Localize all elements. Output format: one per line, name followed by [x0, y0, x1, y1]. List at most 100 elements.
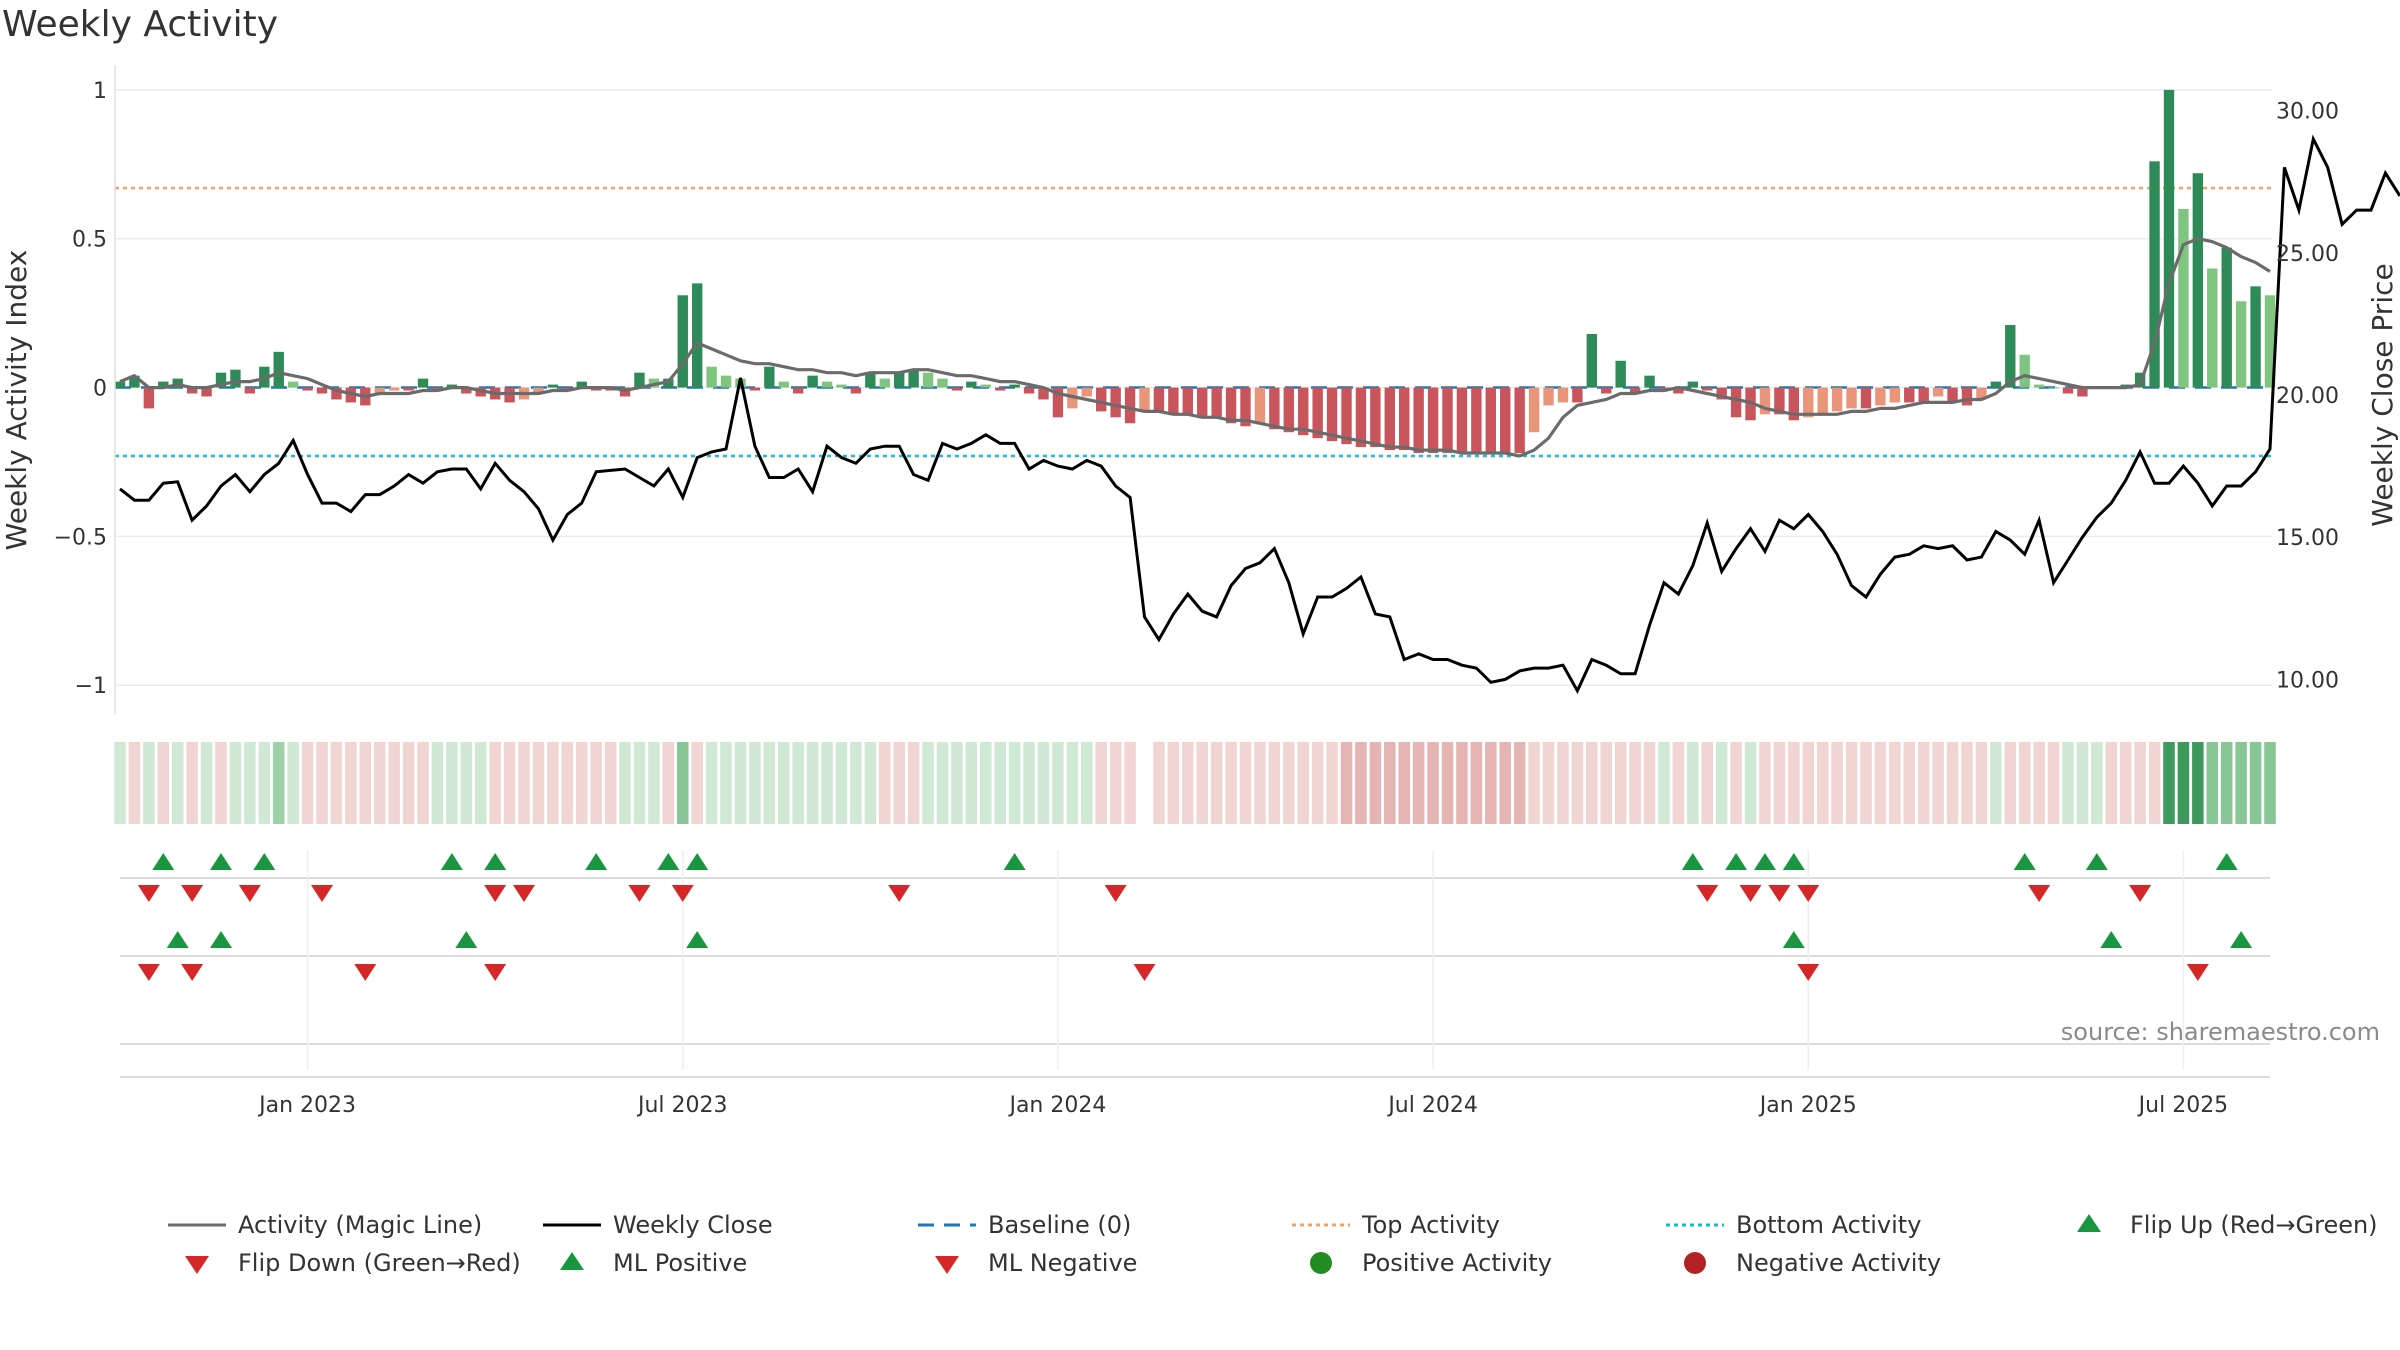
activity-strip-cell — [1268, 742, 1281, 824]
activity-bar — [1730, 387, 1742, 418]
activity-strip-cell — [301, 742, 314, 824]
activity-strip-cell — [1326, 742, 1338, 824]
activity-bar — [1990, 381, 2002, 388]
x-tick-label: Jan 2023 — [257, 1093, 356, 1118]
activity-strip-cell — [561, 742, 574, 824]
activity-bar — [836, 384, 847, 388]
activity-bar — [388, 387, 400, 391]
flip-down-marker — [513, 885, 536, 902]
activity-strip-cell — [200, 742, 213, 824]
activity-strip-cell — [907, 742, 920, 824]
activity-strip-cell — [2004, 742, 2017, 824]
activity-strip-cell — [1109, 742, 1122, 824]
activity-bar — [1528, 387, 1540, 433]
activity-bar — [937, 378, 948, 388]
legend-label: ML Negative — [988, 1249, 1137, 1277]
activity-strip-cell — [2033, 742, 2045, 824]
activity-strip-cell — [402, 742, 415, 824]
activity-bar — [2077, 387, 2088, 397]
activity-strip-cell — [143, 742, 155, 824]
legend-label: Negative Activity — [1736, 1249, 1941, 1277]
activity-bar — [634, 372, 645, 388]
activity-strip-cell — [1990, 742, 2002, 824]
activity-strip-cell — [2163, 742, 2175, 824]
legend-label: Positive Activity — [1362, 1249, 1552, 1277]
activity-strip-cell — [2177, 742, 2190, 824]
ml-negative-marker — [484, 964, 507, 981]
activity-bar — [807, 375, 818, 388]
legend-item: Flip Down (Green→Red) — [185, 1249, 521, 1277]
activity-bar — [230, 369, 241, 388]
activity-bar — [2250, 286, 2261, 388]
axes: 1 0.5 0 −0.5 −1 30.00 25.00 20.00 15.00 10.00 — [54, 65, 2339, 715]
activity-bar — [1124, 387, 1136, 424]
activity-bar — [1197, 387, 1208, 418]
activity-strip-cell — [1715, 742, 1728, 824]
activity-bar — [1514, 387, 1525, 454]
flip-down-marker — [1104, 885, 1127, 902]
activity-bar — [850, 387, 862, 394]
activity-strip-cell — [763, 742, 776, 824]
x-axis: Jan 2023 Jul 2023 Jan 2024 Jul 2024 Jan 2025… — [257, 1093, 2228, 1118]
flip-down-marker — [1739, 885, 1762, 902]
activity-bar — [1947, 387, 1958, 403]
activity-strip-cell — [1860, 742, 1872, 824]
flip-down-marker — [628, 885, 651, 902]
activity-bar — [1413, 387, 1424, 454]
activity-bar — [1225, 387, 1237, 424]
activity-bar — [1326, 387, 1338, 442]
activity-bar — [1168, 387, 1179, 415]
activity-strip-cell — [1730, 742, 1742, 824]
flip-up-marker — [686, 853, 709, 870]
activity-strip-cell — [547, 742, 559, 824]
activity-strip-cell — [1759, 742, 1771, 824]
activity-strip-cell — [590, 742, 602, 824]
activity-strip-cell — [1831, 742, 1843, 824]
activity-bar — [720, 375, 732, 388]
legend-swatch — [935, 1256, 959, 1274]
legend-label: ML Positive — [613, 1249, 747, 1277]
activity-bar — [778, 381, 789, 388]
activity-strip-cell — [2192, 742, 2204, 824]
activity-strip-cell — [1874, 742, 1887, 824]
y-left-tick-label: 0.5 — [72, 228, 107, 253]
activity-strip-cell — [272, 742, 285, 824]
activity-strip-cell — [1845, 742, 1858, 824]
activity-strip-cell — [2220, 742, 2233, 824]
activity-strip-cell — [893, 742, 905, 824]
activity-bar — [2019, 354, 2030, 388]
activity-strip-cell — [720, 742, 732, 824]
activity-strip-cell — [1889, 742, 1901, 824]
activity-bar — [1702, 387, 1713, 391]
activity-bar — [2178, 208, 2189, 388]
activity-strip-cell — [676, 742, 689, 824]
activity-strip-cell — [1239, 742, 1252, 824]
activity-strip-cell — [1369, 742, 1382, 824]
activity-bar — [1774, 387, 1785, 415]
activity-bars — [114, 89, 2276, 454]
y-right-tick-label: 25.00 — [2276, 242, 2339, 267]
activity-strip-cell — [835, 742, 848, 824]
activity-bar — [1615, 360, 1626, 388]
activity-bar — [1601, 387, 1612, 394]
activity-bar — [1875, 387, 1886, 406]
flip-up-marker — [253, 853, 276, 870]
ml-positive-marker — [686, 931, 709, 948]
activity-strip-cell — [1788, 742, 1800, 824]
activity-strip-cell — [922, 742, 934, 824]
activity-bar — [2062, 387, 2074, 394]
activity-strip-cell — [1528, 742, 1540, 824]
flip-up-marker — [440, 853, 463, 870]
activity-bar — [1240, 387, 1251, 427]
activity-bar — [316, 387, 328, 394]
activity-strip-cell — [1023, 742, 1035, 824]
activity-strip-cell — [1802, 742, 1815, 824]
activity-bar — [995, 387, 1006, 391]
activity-bar — [2048, 387, 2059, 389]
activity-strip-cell — [1600, 742, 1613, 824]
flip-down-marker — [888, 885, 911, 902]
ml-negative-marker — [354, 964, 377, 981]
ml-negative-marker — [137, 964, 160, 981]
flip-up-marker — [585, 853, 608, 870]
activity-strip-cell — [850, 742, 862, 824]
